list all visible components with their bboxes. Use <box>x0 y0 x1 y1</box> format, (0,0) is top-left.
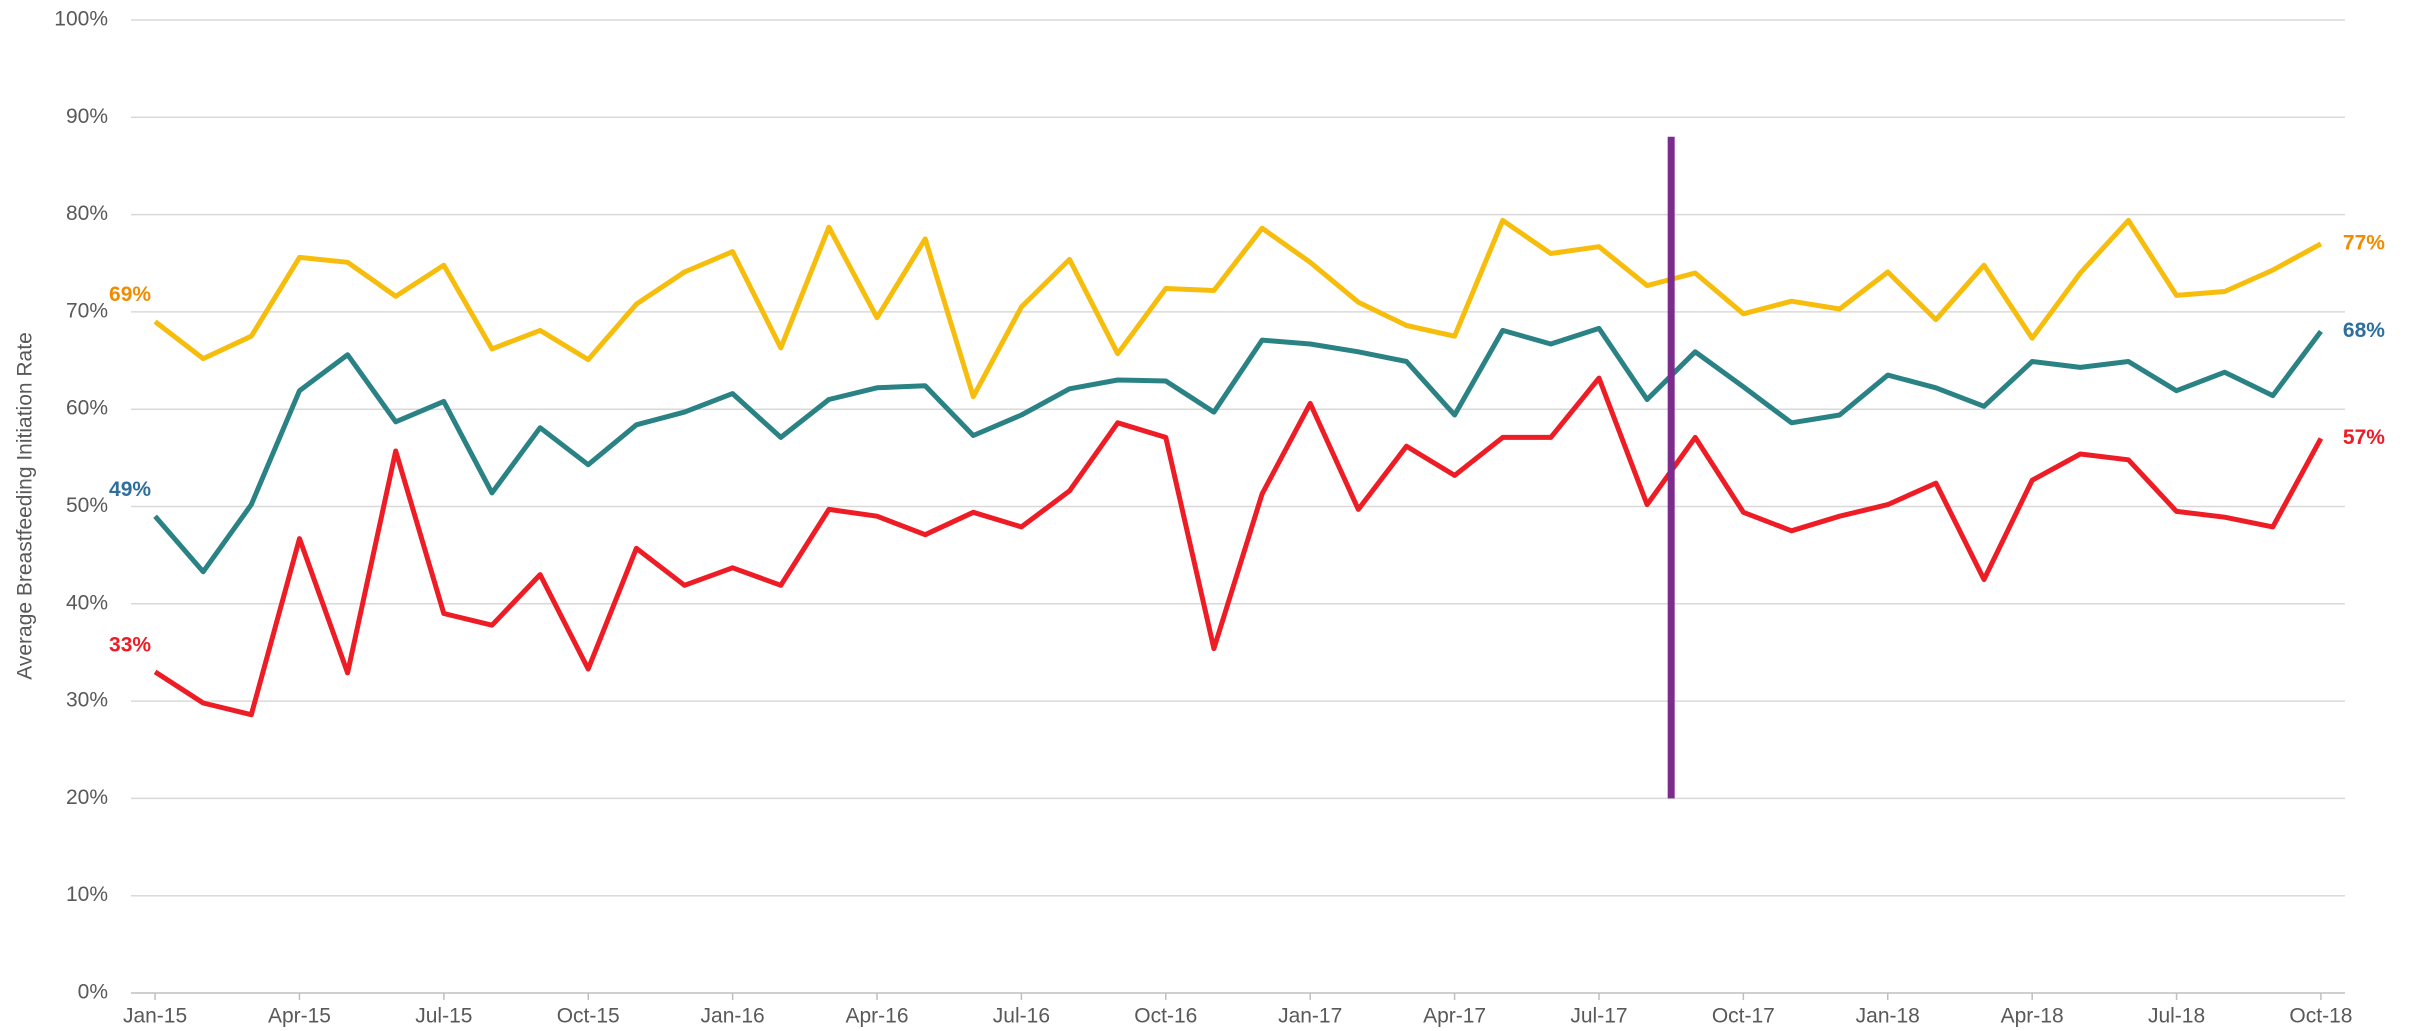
x-tick-label: Jan-18 <box>1856 1005 1920 1028</box>
data-label: 49% <box>109 478 151 501</box>
x-tick-label: Jan-15 <box>123 1005 187 1028</box>
x-tick-label: Oct-15 <box>557 1005 620 1028</box>
y-tick-label: 20% <box>66 786 108 809</box>
series-line <box>153 375 2324 718</box>
series-line <box>153 217 2323 400</box>
x-tick-label: Jan-16 <box>701 1005 765 1028</box>
y-tick-label: 100% <box>54 8 108 31</box>
y-tick-label: 90% <box>66 105 108 128</box>
y-axis-title: Average Breastfeeding Initiation Rate <box>14 332 37 680</box>
y-tick-label: 60% <box>66 397 108 420</box>
x-tick-label: Jul-16 <box>993 1005 1050 1028</box>
x-tick-label: Oct-16 <box>1134 1005 1197 1028</box>
y-tick-label: 70% <box>66 299 108 322</box>
x-tick-label: Apr-15 <box>268 1005 331 1028</box>
y-tick-label: 80% <box>66 202 108 225</box>
data-label: 68% <box>2343 319 2385 342</box>
y-tick-label: 0% <box>78 981 108 1004</box>
x-tick-label: Oct-17 <box>1712 1005 1775 1028</box>
y-tick-label: 30% <box>66 689 108 712</box>
x-tick-label: Apr-18 <box>2001 1005 2064 1028</box>
data-label: 69% <box>109 283 151 306</box>
data-label: 57% <box>2343 426 2385 449</box>
x-tick-label: Jul-17 <box>1570 1005 1627 1028</box>
x-tick-label: Apr-16 <box>846 1005 909 1028</box>
x-tick-label: Jul-15 <box>415 1005 472 1028</box>
x-tick-label: Jan-17 <box>1278 1005 1342 1028</box>
x-tick-label: Oct-18 <box>2289 1005 2352 1028</box>
x-tick-label: Jul-18 <box>2148 1005 2205 1028</box>
y-tick-label: 50% <box>66 494 108 517</box>
x-tick-label: Apr-17 <box>1423 1005 1486 1028</box>
series-line <box>153 325 2323 575</box>
y-tick-label: 10% <box>66 883 108 906</box>
data-label: 77% <box>2343 231 2385 254</box>
y-tick-label: 40% <box>66 591 108 614</box>
data-label: 33% <box>109 633 151 656</box>
